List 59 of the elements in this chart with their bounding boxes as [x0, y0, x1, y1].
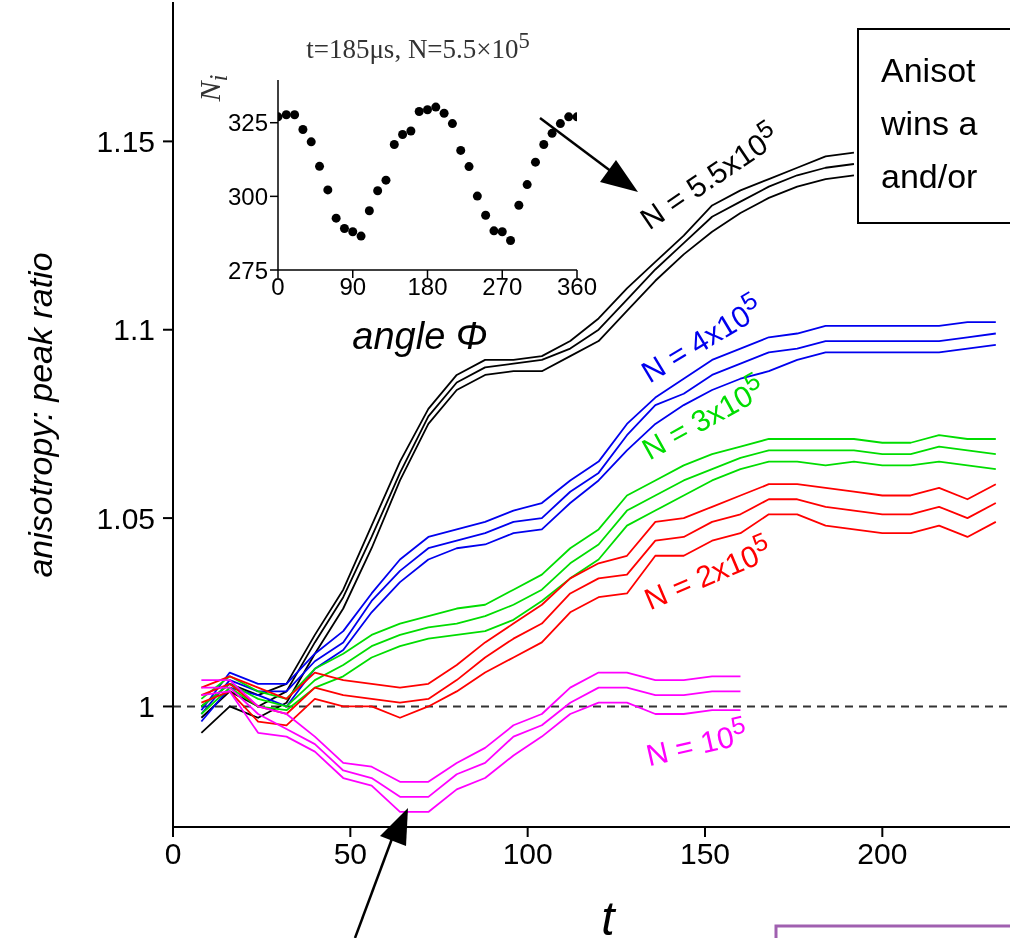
y-tick-label: 1.15: [96, 125, 155, 159]
point: [431, 102, 441, 112]
point: [315, 161, 325, 171]
point: [331, 213, 341, 223]
point: [506, 236, 516, 246]
text-box: Anisot wins a and/or: [857, 28, 1010, 224]
y-tick-label: 1.05: [96, 501, 155, 535]
point: [456, 145, 466, 155]
point: [447, 119, 457, 129]
point: [364, 206, 374, 216]
x-axis-title: angle Φ: [352, 314, 488, 358]
point: [298, 124, 308, 134]
point: [339, 223, 349, 233]
annotation: Anisot wins a and/or: [881, 50, 979, 197]
x-tick-label: 200: [857, 837, 908, 871]
x-tick-label: 0: [271, 273, 285, 301]
point: [489, 226, 499, 236]
point: [564, 112, 574, 122]
point: [381, 175, 391, 185]
point: [539, 140, 549, 150]
y-axis-title: anisotropy: peak ratio: [20, 252, 60, 578]
x-tick-label: 50: [333, 837, 368, 871]
x-tick-label: 0: [164, 837, 182, 871]
y-tick-label: 275: [227, 256, 268, 284]
point: [281, 110, 291, 120]
x-axis-title: t: [601, 890, 615, 938]
point: [522, 180, 532, 190]
point: [373, 186, 383, 196]
x-tick-label: 90: [339, 273, 367, 301]
point: [555, 119, 565, 129]
point: [439, 108, 449, 118]
text: N = 10$^{5}$: [641, 709, 749, 772]
y-tick-label: 1: [138, 690, 155, 724]
point: [464, 162, 474, 172]
point: [406, 126, 416, 136]
point: [348, 227, 358, 237]
x-tick-label: 150: [679, 837, 731, 871]
y-tick-label: 300: [227, 182, 268, 210]
chart-title: t=185μs, N=5.5×10$^{5}$: [306, 27, 530, 65]
point: [389, 140, 399, 150]
point: [514, 200, 524, 210]
point: [323, 185, 333, 195]
x-tick-label: 180: [407, 273, 448, 301]
x-tick-label: 360: [556, 273, 598, 301]
y-tick-label: 325: [227, 109, 268, 137]
point: [547, 128, 557, 138]
point: [398, 130, 408, 139]
point: [290, 110, 300, 120]
point: [423, 105, 432, 115]
point: [414, 107, 424, 117]
point: [481, 210, 491, 220]
point: [472, 191, 482, 201]
point: [356, 231, 366, 241]
point: [306, 137, 316, 147]
x-tick-label: 270: [482, 273, 523, 301]
y-tick-label: 1.1: [113, 313, 155, 347]
point: [530, 157, 540, 167]
x-tick-label: 100: [502, 837, 553, 871]
point: [497, 227, 507, 237]
